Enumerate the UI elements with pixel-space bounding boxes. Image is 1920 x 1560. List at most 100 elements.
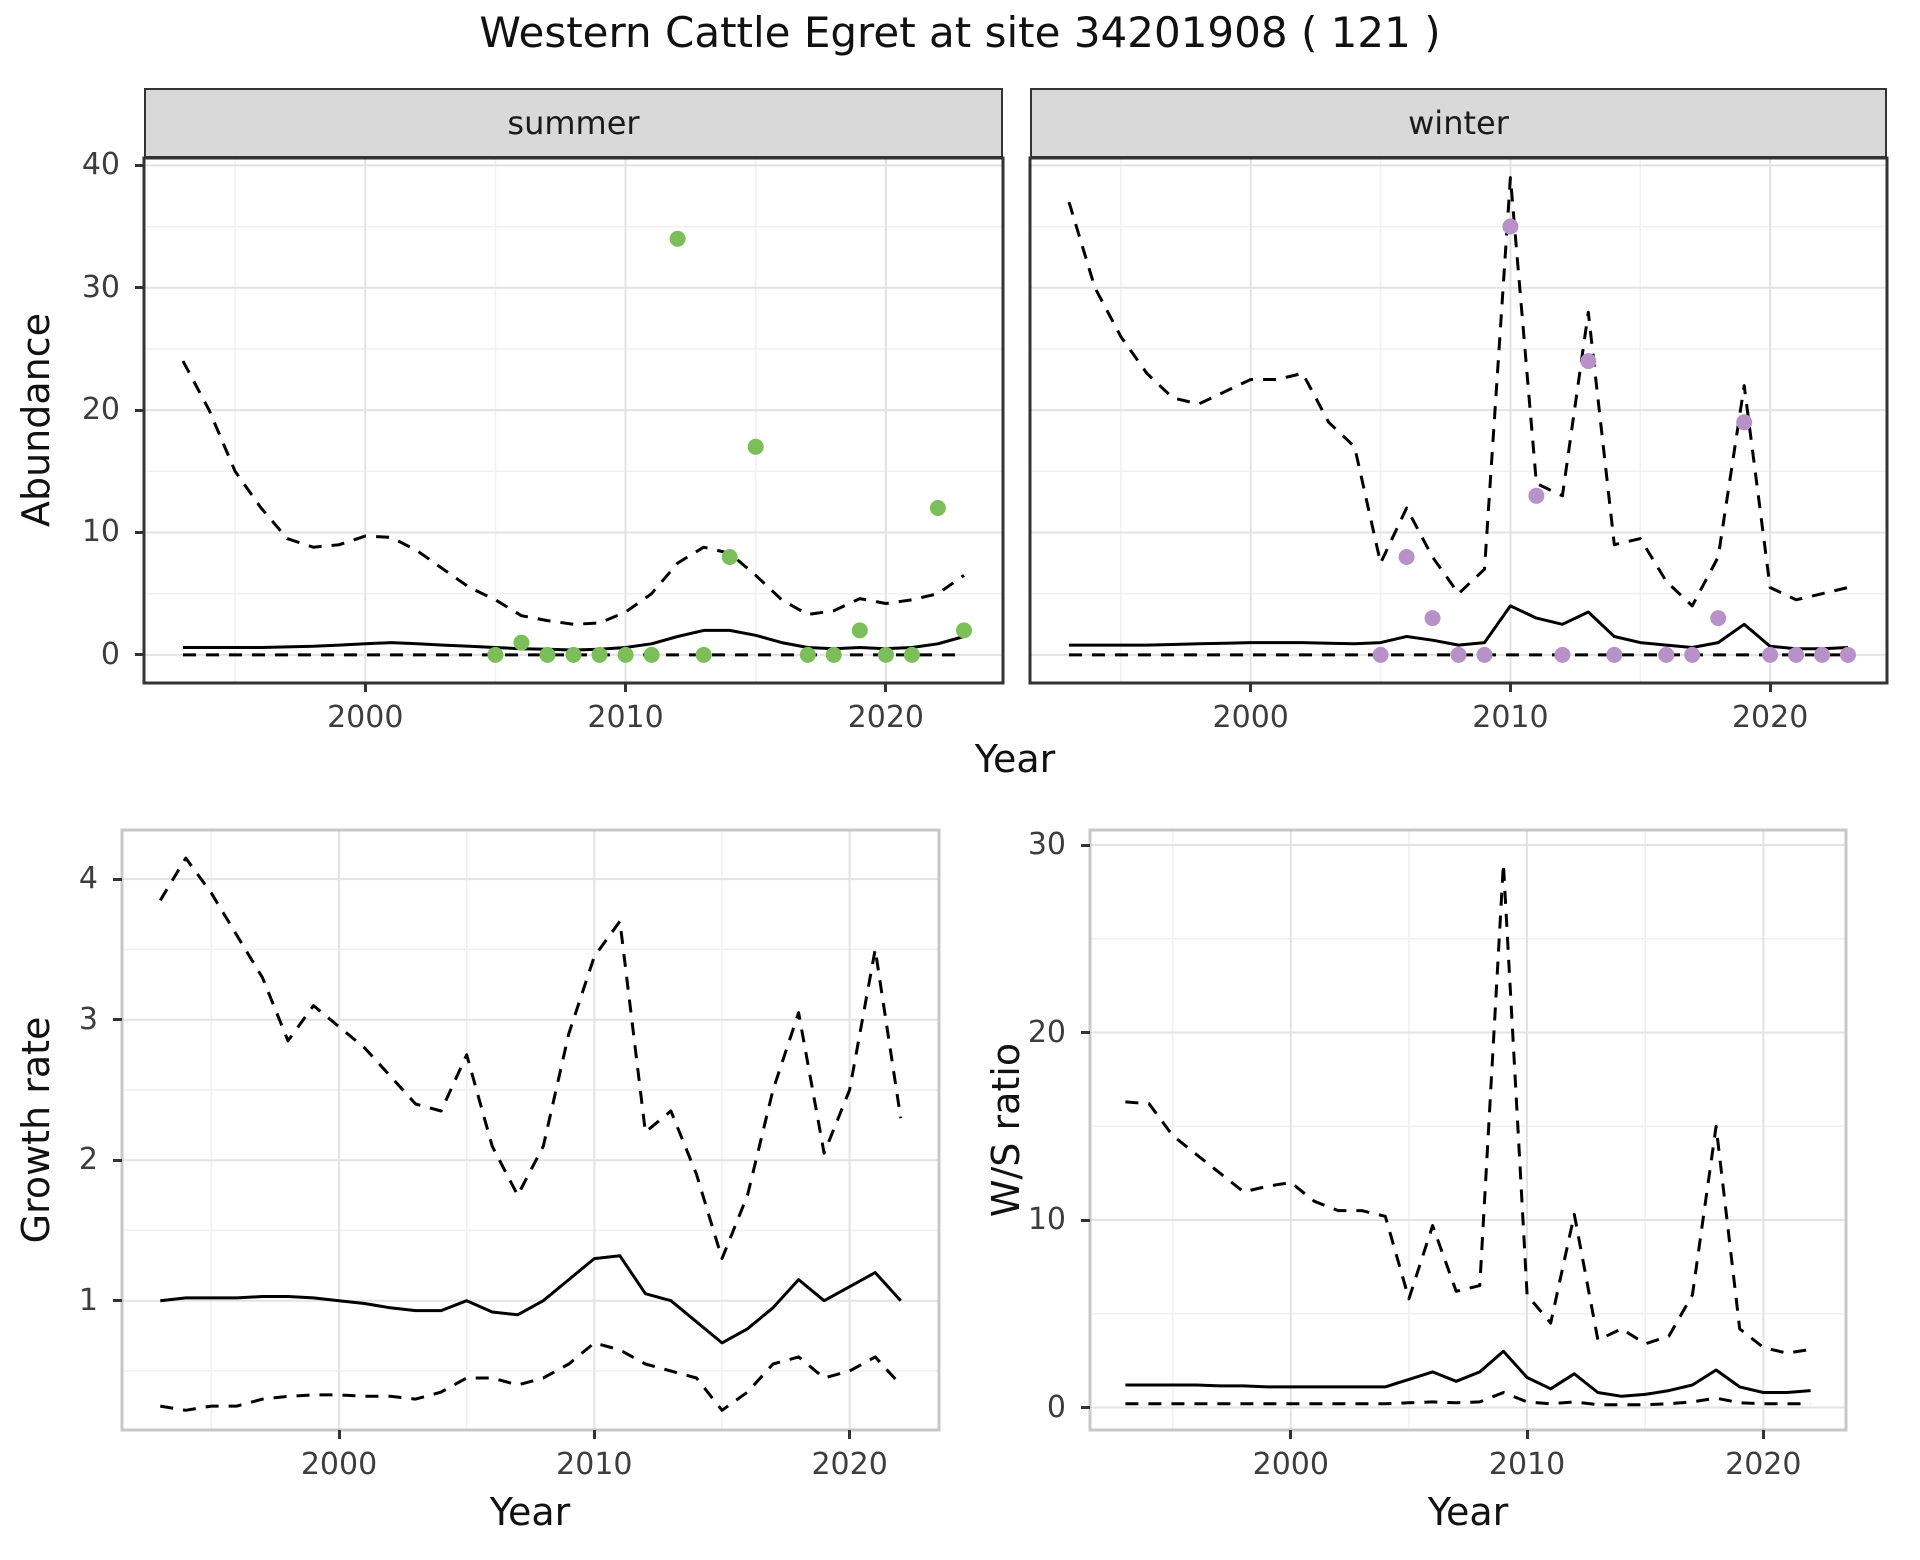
winter-median-estimate-line	[1069, 604, 1849, 651]
summer-observed-count-point	[929, 500, 946, 516]
y-tick-mark	[113, 877, 122, 881]
x-tick-mark	[1249, 683, 1253, 692]
summer-observed-count-point	[903, 646, 920, 663]
winter-observed-count-point	[1762, 646, 1779, 663]
growth-upper-credible-interval-line	[159, 856, 903, 1261]
winter-observed-count-point	[1450, 646, 1467, 663]
x-tick-label: 2000	[327, 700, 404, 735]
growth-rate-panel	[120, 828, 941, 1432]
summer-observed-count-point	[487, 646, 504, 663]
ws-year-axis-label: Year	[1427, 1490, 1509, 1534]
x-tick-label: 2000	[1252, 1447, 1329, 1482]
summer-observed-count-point	[669, 230, 686, 247]
y-tick-mark	[1081, 843, 1090, 847]
winter-observed-count-point	[1606, 646, 1623, 663]
y-tick-label: 40	[81, 147, 120, 183]
y-tick-mark	[1081, 1031, 1090, 1034]
y-tick-label: 4	[78, 861, 98, 897]
winter-observed-count-point	[1580, 353, 1597, 370]
x-tick-label: 2010	[587, 700, 664, 735]
panel-border	[142, 156, 1005, 685]
winter-observed-count-point	[1840, 646, 1856, 663]
winter-observed-count-point	[1788, 646, 1805, 663]
y-tick-label: 0	[1046, 1389, 1066, 1425]
y-tick-mark	[1081, 1406, 1090, 1409]
y-tick-label: 1	[78, 1282, 98, 1318]
facet-strip-summer-label: summer	[507, 104, 640, 142]
y-tick-mark	[135, 286, 144, 290]
x-tick-mark	[624, 683, 628, 692]
y-tick-label: 2	[78, 1142, 98, 1178]
winter-observed-count-point	[1502, 218, 1519, 235]
winter-observed-count-point	[1814, 646, 1831, 663]
y-tick-mark	[113, 1018, 122, 1022]
summer-observed-count-point	[851, 622, 868, 639]
winter-observed-count-point	[1710, 610, 1727, 627]
summer-observed-count-point	[565, 646, 582, 663]
ws-median-estimate-line	[1125, 1349, 1811, 1398]
y-tick-mark	[135, 408, 144, 412]
growth-rate-axis-label: Growth rate	[14, 1016, 58, 1244]
top-year-axis-label: Year	[974, 737, 1056, 781]
summer-observed-count-point	[643, 646, 660, 663]
y-tick-label: 20	[81, 392, 120, 428]
facet-strip-winter: winter	[1030, 88, 1887, 158]
winter-upper-credible-interval-line	[1067, 176, 1849, 608]
ws-upper-credible-interval-line	[1125, 862, 1811, 1355]
summer-observed-count-point	[539, 646, 556, 663]
x-tick-label: 2020	[1725, 1447, 1802, 1482]
ws-ratio-panel	[1088, 828, 1848, 1432]
x-tick-mark	[592, 1430, 596, 1439]
y-tick-mark	[113, 1158, 122, 1162]
winter-observed-count-point	[1398, 549, 1415, 565]
y-tick-mark	[135, 653, 144, 657]
ws-ratio-axis-label: W/S ratio	[984, 1042, 1028, 1218]
x-tick-mark	[1525, 1430, 1529, 1439]
x-tick-label: 2000	[1212, 700, 1289, 735]
winter-observed-count-point	[1658, 646, 1675, 663]
facet-strip-winter-label: winter	[1408, 104, 1509, 142]
facet-strip-summer: summer	[144, 88, 1003, 158]
x-tick-mark	[363, 683, 367, 692]
x-tick-label: 2020	[811, 1447, 888, 1482]
x-tick-label: 2010	[1488, 1447, 1566, 1482]
x-tick-mark	[337, 1430, 341, 1439]
summer-observed-count-point	[721, 549, 738, 565]
summer-observed-count-point	[513, 634, 530, 651]
x-tick-label: 2010	[1472, 700, 1549, 735]
chart-title: Western Cattle Egret at site 34201908 ( …	[479, 8, 1441, 57]
summer-observed-count-point	[877, 646, 894, 663]
y-tick-label: 20	[1027, 1014, 1066, 1050]
x-tick-mark	[884, 683, 888, 692]
x-tick-mark	[1289, 1430, 1293, 1439]
y-tick-label: 0	[100, 636, 120, 672]
x-tick-label: 2010	[556, 1447, 633, 1482]
summer-observed-count-point	[825, 646, 842, 663]
winter-observed-count-point	[1372, 646, 1389, 663]
y-tick-label: 3	[78, 1001, 98, 1037]
summer-observed-count-point	[695, 646, 712, 663]
summer-observed-count-point	[799, 646, 816, 663]
x-tick-mark	[848, 1430, 852, 1439]
summer-observed-count-point	[747, 438, 764, 455]
x-tick-label: 2020	[1731, 700, 1809, 735]
winter-observed-count-point	[1736, 414, 1753, 431]
y-tick-mark	[135, 163, 144, 167]
winter-abundance-panel	[1028, 156, 1889, 685]
x-tick-mark	[1768, 683, 1772, 692]
summer-observed-count-point	[956, 622, 972, 639]
winter-observed-count-point	[1476, 646, 1493, 663]
panel-border	[120, 828, 941, 1432]
y-tick-label: 10	[81, 514, 120, 550]
winter-observed-count-point	[1554, 646, 1571, 663]
x-tick-mark	[1761, 1430, 1765, 1439]
summer-upper-credible-interval-line	[181, 360, 965, 626]
panel-border	[1088, 828, 1848, 1432]
y-tick-label: 10	[1027, 1202, 1066, 1237]
y-tick-mark	[113, 1299, 122, 1303]
winter-observed-count-point	[1424, 610, 1441, 627]
x-tick-label: 2020	[847, 700, 925, 735]
y-tick-mark	[1081, 1218, 1090, 1222]
winter-observed-count-point	[1528, 487, 1545, 504]
